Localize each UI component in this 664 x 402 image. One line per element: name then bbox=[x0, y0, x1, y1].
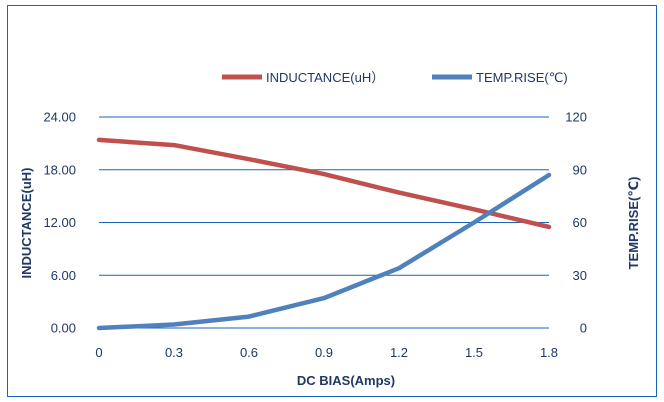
y2-axis-title: TEMP.RISE(℃) bbox=[626, 177, 641, 270]
y-tick-label: 18.00 bbox=[43, 162, 76, 177]
temp-rise-line bbox=[96, 172, 552, 331]
x-axis-title: DC BIAS(Amps) bbox=[297, 373, 395, 388]
x-tick-label: 0.9 bbox=[315, 345, 333, 360]
y-tick-label: 6.00 bbox=[51, 268, 76, 283]
legend-temp-rise-label: TEMP.RISE(℃) bbox=[476, 70, 568, 85]
y-tick-label: 0.00 bbox=[51, 321, 76, 336]
y2-tick-label: 30 bbox=[573, 268, 587, 283]
chart-frame bbox=[7, 5, 657, 397]
y-tick-labels: 0.00 6.00 12.00 18.00 24.00 bbox=[43, 110, 76, 336]
x-tick-labels: 0 0.3 0.6 0.9 1.2 1.5 1.8 bbox=[95, 345, 558, 360]
x-tick-label: 0 bbox=[95, 345, 102, 360]
gridlines bbox=[99, 116, 549, 329]
x-tick-label: 0.3 bbox=[165, 345, 183, 360]
y2-tick-labels: 0 30 60 90 120 bbox=[565, 110, 587, 336]
y2-tick-label: 0 bbox=[580, 321, 587, 336]
y2-tick-label: 90 bbox=[573, 162, 587, 177]
x-tick-label: 1.2 bbox=[390, 345, 408, 360]
x-tick-label: 1.5 bbox=[465, 345, 483, 360]
y-tick-label: 24.00 bbox=[43, 110, 76, 125]
y2-tick-label: 60 bbox=[573, 215, 587, 230]
y2-tick-label: 120 bbox=[565, 110, 587, 125]
inductance-line bbox=[96, 137, 552, 230]
y-tick-label: 12.00 bbox=[43, 215, 76, 230]
legend: INDUCTANCE(uH） TEMP.RISE(℃) bbox=[222, 70, 568, 85]
series-lines bbox=[96, 137, 552, 331]
y-axis-title: INDUCTANCE(uH) bbox=[19, 168, 34, 279]
x-tick-label: 0.6 bbox=[240, 345, 258, 360]
x-tick-label: 1.8 bbox=[540, 345, 558, 360]
legend-inductance-label: INDUCTANCE(uH） bbox=[266, 70, 384, 85]
